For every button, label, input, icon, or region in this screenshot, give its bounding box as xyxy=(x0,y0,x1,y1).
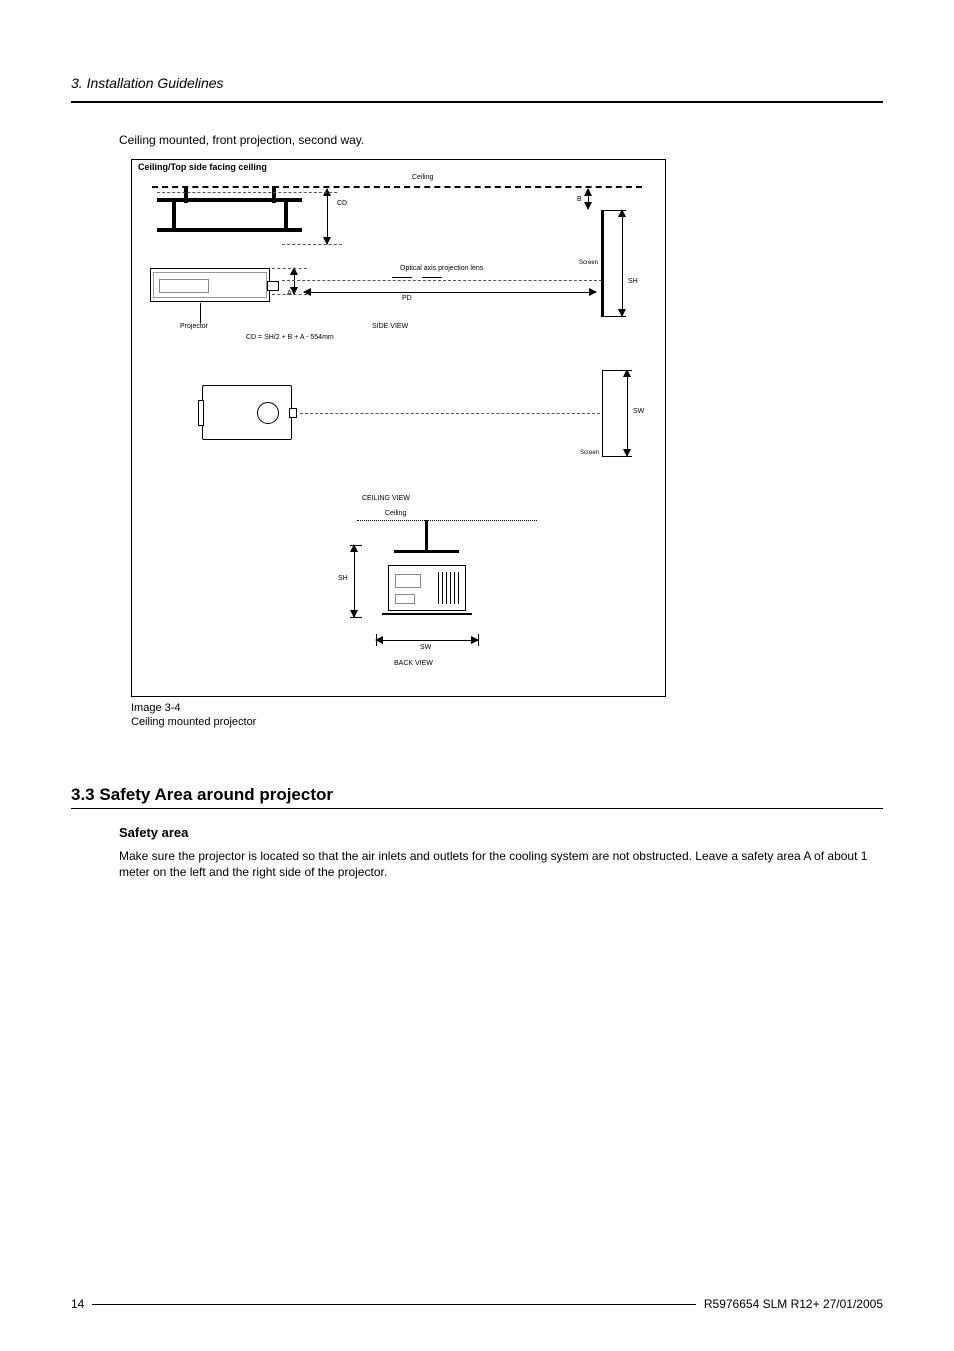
cd-label: CD xyxy=(337,200,347,207)
cd-formula-label: CD = SH/2 + B + A - 554mm xyxy=(246,334,334,341)
safety-area-body: Make sure the projector is located so th… xyxy=(119,848,883,880)
page-footer: 14 R5976654 SLM R12+ 27/01/2005 xyxy=(71,1297,883,1311)
cd-upper-guide xyxy=(157,192,337,193)
ceiling-diagram: Ceiling/Top side facing ceiling Ceiling … xyxy=(131,159,666,697)
mount-bar-mid xyxy=(157,228,302,232)
sh-back-top-tick xyxy=(350,545,362,546)
b-label: B xyxy=(577,196,582,203)
sw-back-arrow xyxy=(376,640,478,641)
projector-side xyxy=(150,268,270,302)
ceiling-axis-line xyxy=(300,413,600,414)
sw-back-right-tick xyxy=(478,634,479,646)
cd-lower-guide xyxy=(282,244,342,245)
safety-area-subheading: Safety area xyxy=(119,825,883,840)
caption-line2: Ceiling mounted projector xyxy=(131,716,256,728)
projector-ceiling xyxy=(202,385,292,440)
sh-side-top-tick xyxy=(601,210,626,211)
caption-line1: Image 3-4 xyxy=(131,702,181,714)
mount-bar-top xyxy=(157,198,302,202)
screen-ceiling xyxy=(602,370,603,456)
back-mount-post xyxy=(425,520,428,550)
screen-mid-label: Screen xyxy=(580,450,599,456)
a-lower-guide xyxy=(272,294,307,295)
side-ceiling-line xyxy=(152,186,642,188)
sh-back-label: SH xyxy=(338,575,348,582)
diagram-box-title: Ceiling/Top side facing ceiling xyxy=(138,162,267,172)
sh-side-bot-tick xyxy=(601,316,626,317)
mount-leg-1 xyxy=(172,201,176,231)
intro-text: Ceiling mounted, front projection, secon… xyxy=(119,133,883,147)
back-mount-bar xyxy=(394,550,459,553)
ceiling-top-label: Ceiling xyxy=(412,174,433,181)
optical-axis-tick1 xyxy=(392,277,412,278)
a-upper-guide xyxy=(272,268,307,269)
b-arrow xyxy=(588,189,589,209)
sh-back-arrow xyxy=(354,545,355,617)
sh-back-bot-tick xyxy=(350,617,362,618)
a-arrow xyxy=(294,268,295,294)
sw-mid-top-tick xyxy=(602,370,632,371)
back-feet xyxy=(382,613,472,615)
cd-arrow xyxy=(327,189,328,244)
sw-back-left-tick xyxy=(376,634,377,646)
sw-mid-arrow xyxy=(627,370,628,456)
section-3-3-heading: 3.3 Safety Area around projector xyxy=(71,785,883,805)
chapter-title: 3. Installation Guidelines xyxy=(71,75,883,91)
back-ceiling-line xyxy=(357,520,537,521)
sw-back-label: SW xyxy=(420,644,431,651)
side-view-label: SIDE VIEW xyxy=(372,323,408,330)
pd-arrow xyxy=(304,292,596,293)
optical-axis-line xyxy=(282,280,602,281)
footer-doc-ref: R5976654 SLM R12+ 27/01/2005 xyxy=(704,1297,883,1311)
sw-mid-bot-tick xyxy=(602,456,632,457)
screen-side-label: Screen xyxy=(579,260,598,266)
section-3-3-rule xyxy=(71,808,883,809)
ceiling-back-label: Ceiling xyxy=(385,510,406,517)
footer-page-number: 14 xyxy=(71,1297,84,1311)
projector-back xyxy=(388,565,466,611)
diagram-caption: Image 3-4 Ceiling mounted projector xyxy=(131,701,883,730)
back-view-label: BACK VIEW xyxy=(394,660,433,667)
sh-side-arrow xyxy=(622,210,623,316)
screen-side xyxy=(601,210,604,316)
page-header: 3. Installation Guidelines xyxy=(71,75,883,103)
pd-label: PD xyxy=(402,295,412,302)
optical-axis-label: Optical axis projection lens xyxy=(400,265,483,272)
ceiling-view-label: CEILING VIEW xyxy=(362,495,410,502)
sh-side-label: SH xyxy=(628,278,638,285)
sw-mid-label: SW xyxy=(633,408,644,415)
projector-leader xyxy=(200,303,201,323)
header-rule xyxy=(71,101,883,103)
mount-post-2 xyxy=(272,186,276,203)
optical-axis-tick2 xyxy=(422,277,442,278)
footer-rule xyxy=(92,1304,696,1305)
mount-leg-2 xyxy=(284,201,288,231)
projector-label: Projector xyxy=(180,323,208,330)
mount-post-1 xyxy=(184,186,188,203)
